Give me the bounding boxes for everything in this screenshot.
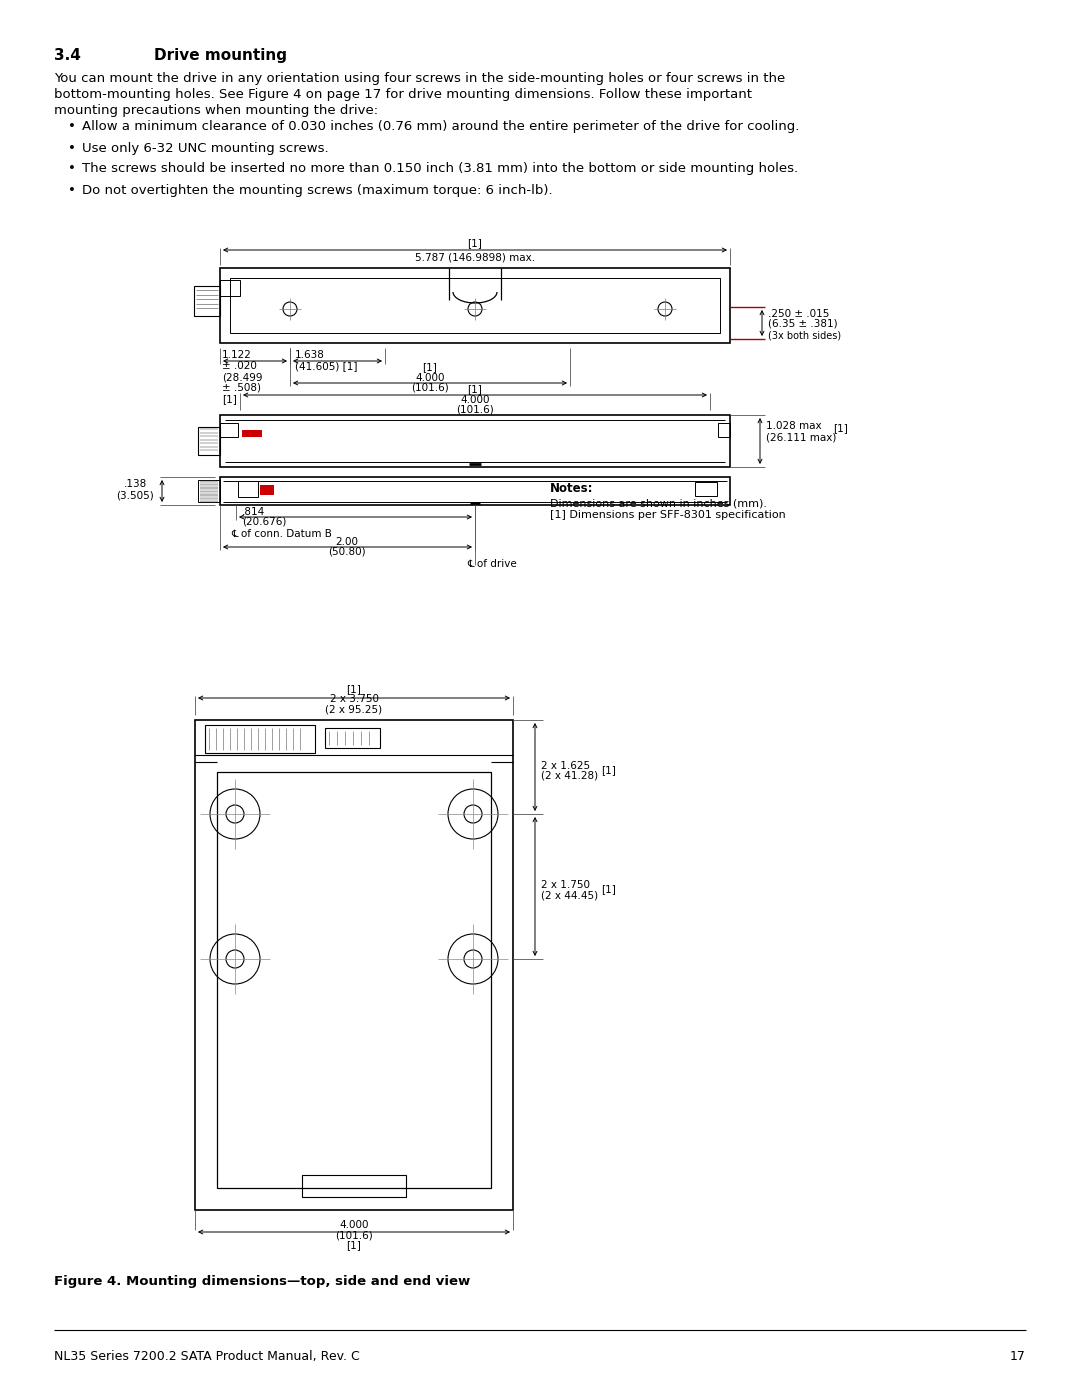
Bar xyxy=(205,725,315,753)
Text: Figure 4. Mounting dimensions—top, side and end view: Figure 4. Mounting dimensions—top, side … xyxy=(54,1275,470,1288)
Text: 1.122: 1.122 xyxy=(222,351,252,360)
Text: 4.000: 4.000 xyxy=(460,395,489,405)
Bar xyxy=(220,423,238,437)
Text: .814: .814 xyxy=(242,507,266,517)
Text: 17: 17 xyxy=(1010,1350,1026,1363)
Text: (101.6): (101.6) xyxy=(335,1229,373,1241)
Text: 2 x 1.625: 2 x 1.625 xyxy=(541,761,590,771)
Text: (3x both sides): (3x both sides) xyxy=(768,330,841,339)
Text: •: • xyxy=(68,184,76,197)
Text: ± .020: ± .020 xyxy=(222,360,257,372)
Text: 3.4: 3.4 xyxy=(54,47,81,63)
Text: 2.00: 2.00 xyxy=(336,536,359,548)
Text: ℄ of drive: ℄ of drive xyxy=(467,559,516,569)
Bar xyxy=(230,278,720,332)
Text: 4.000: 4.000 xyxy=(415,373,445,383)
Bar xyxy=(220,279,240,296)
Text: The screws should be inserted no more than 0.150 inch (3.81 mm) into the bottom : The screws should be inserted no more th… xyxy=(82,162,798,175)
Text: 2 x 3.750: 2 x 3.750 xyxy=(329,694,378,704)
Text: Drive mounting: Drive mounting xyxy=(154,47,287,63)
Text: (101.6): (101.6) xyxy=(456,405,494,415)
Text: 5.787 (146.9898) max.: 5.787 (146.9898) max. xyxy=(415,251,535,263)
Bar xyxy=(194,286,220,316)
Bar xyxy=(217,773,491,1187)
Text: (20.676): (20.676) xyxy=(242,517,286,527)
Text: Notes:: Notes: xyxy=(550,482,594,495)
Text: You can mount the drive in any orientation using four screws in the side-mountin: You can mount the drive in any orientati… xyxy=(54,73,785,85)
Text: Use only 6-32 UNC mounting screws.: Use only 6-32 UNC mounting screws. xyxy=(82,142,328,155)
Bar xyxy=(238,481,258,497)
Text: [1]: [1] xyxy=(347,1241,362,1250)
Bar xyxy=(260,485,274,495)
Text: (26.111 max): (26.111 max) xyxy=(766,432,836,441)
Text: 2 x 1.750: 2 x 1.750 xyxy=(541,880,590,890)
Text: [1]: [1] xyxy=(833,423,848,433)
Bar xyxy=(198,481,220,502)
Text: Allow a minimum clearance of 0.030 inches (0.76 mm) around the entire perimeter : Allow a minimum clearance of 0.030 inche… xyxy=(82,120,799,133)
Bar xyxy=(325,728,380,747)
Text: [1]: [1] xyxy=(222,394,237,404)
Bar xyxy=(220,268,730,344)
Text: ℄ of conn. Datum B: ℄ of conn. Datum B xyxy=(231,529,332,539)
Text: ± .508): ± .508) xyxy=(222,383,261,393)
Text: (6.35 ± .381): (6.35 ± .381) xyxy=(768,319,838,330)
Text: Do not overtighten the mounting screws (maximum torque: 6 inch-lb).: Do not overtighten the mounting screws (… xyxy=(82,184,553,197)
Text: [1]: [1] xyxy=(468,384,483,394)
Text: 1.028 max: 1.028 max xyxy=(766,420,822,432)
Text: [1]: [1] xyxy=(422,362,437,372)
Text: .138: .138 xyxy=(124,479,147,489)
Text: •: • xyxy=(68,120,76,133)
Text: NL35 Series 7200.2 SATA Product Manual, Rev. C: NL35 Series 7200.2 SATA Product Manual, … xyxy=(54,1350,360,1363)
Text: (50.80): (50.80) xyxy=(328,548,366,557)
Text: Dimensions are shown in inches (mm).: Dimensions are shown in inches (mm). xyxy=(550,497,767,509)
Text: [1]: [1] xyxy=(600,766,616,775)
Bar xyxy=(220,415,730,467)
Text: (101.6): (101.6) xyxy=(411,383,449,393)
Text: •: • xyxy=(68,142,76,155)
Text: (3.505): (3.505) xyxy=(116,490,153,500)
Bar xyxy=(302,1175,406,1197)
Text: .250 ± .015: .250 ± .015 xyxy=(768,309,829,319)
Bar xyxy=(242,430,262,437)
Text: bottom-mounting holes. See Figure 4 on page 17 for drive mounting dimensions. Fo: bottom-mounting holes. See Figure 4 on p… xyxy=(54,88,752,101)
Text: [1] Dimensions per SFF-8301 specification: [1] Dimensions per SFF-8301 specificatio… xyxy=(550,510,786,520)
Text: (2 x 44.45): (2 x 44.45) xyxy=(541,890,598,900)
Text: [1]: [1] xyxy=(600,884,616,894)
Text: (41.605) [1]: (41.605) [1] xyxy=(295,360,357,372)
Bar xyxy=(195,719,513,1210)
Text: mounting precautions when mounting the drive:: mounting precautions when mounting the d… xyxy=(54,103,378,117)
Bar xyxy=(198,427,220,455)
Text: [1]: [1] xyxy=(468,237,483,249)
Text: 4.000: 4.000 xyxy=(339,1220,368,1229)
Text: [1]: [1] xyxy=(347,685,362,694)
Text: (2 x 41.28): (2 x 41.28) xyxy=(541,771,598,781)
Bar xyxy=(696,482,717,496)
Text: •: • xyxy=(68,162,76,175)
Bar xyxy=(220,476,730,504)
Text: 1.638: 1.638 xyxy=(295,351,325,360)
Text: (2 x 95.25): (2 x 95.25) xyxy=(325,704,382,714)
Text: (28.499: (28.499 xyxy=(222,372,262,381)
Bar xyxy=(718,423,730,437)
